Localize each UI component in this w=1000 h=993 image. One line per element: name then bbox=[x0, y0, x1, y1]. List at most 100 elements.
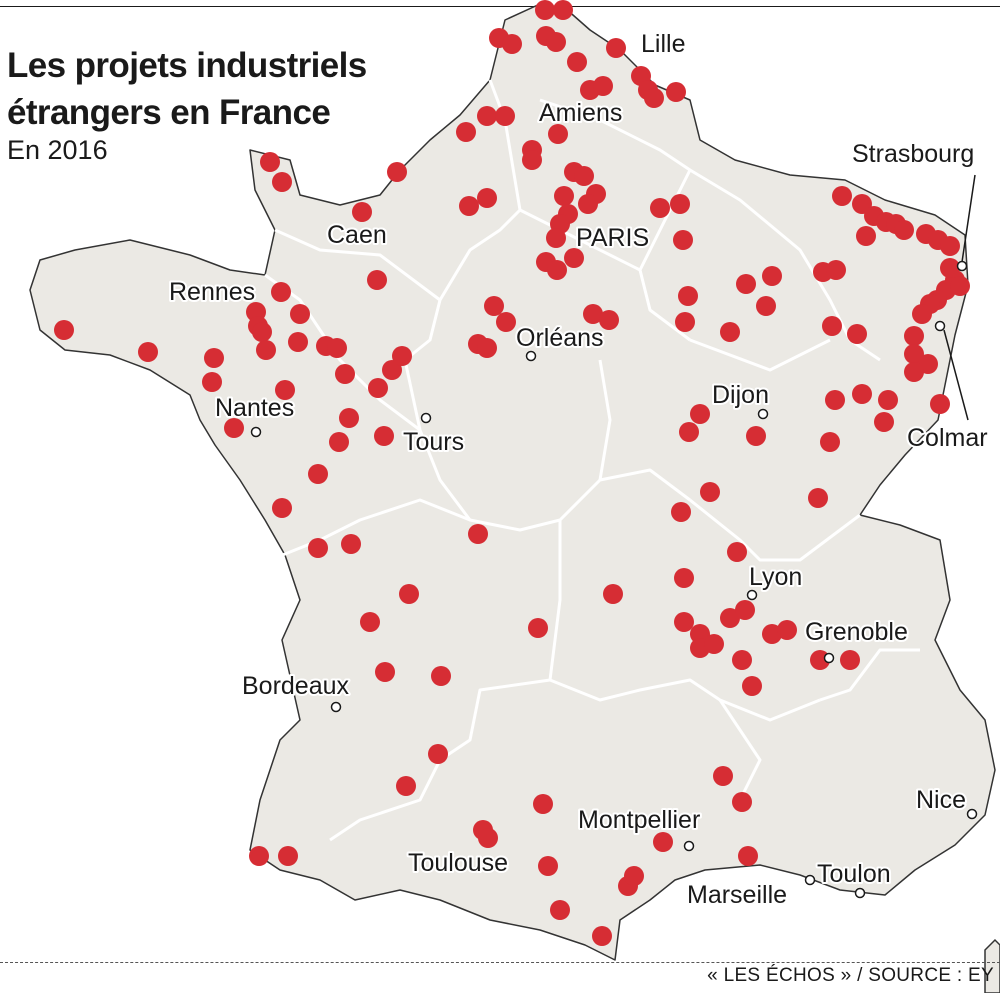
project-marker bbox=[367, 270, 387, 290]
montpellier-dot bbox=[683, 840, 695, 852]
project-marker bbox=[742, 676, 762, 696]
city-label-toulon: Toulon bbox=[817, 860, 891, 888]
region-borders bbox=[264, 79, 920, 842]
project-marker bbox=[735, 600, 755, 620]
city-label-grenoble: Grenoble bbox=[805, 618, 908, 646]
project-marker bbox=[878, 390, 898, 410]
project-marker bbox=[736, 274, 756, 294]
source-credit: « LES ÉCHOS » / SOURCE : EY bbox=[707, 965, 994, 986]
map-subtitle: En 2016 bbox=[7, 135, 108, 165]
project-marker bbox=[272, 172, 292, 192]
project-marker bbox=[678, 286, 698, 306]
project-marker bbox=[477, 106, 497, 126]
project-marker bbox=[468, 524, 488, 544]
project-marker bbox=[256, 340, 276, 360]
project-marker bbox=[574, 166, 594, 186]
project-marker bbox=[308, 538, 328, 558]
project-marker bbox=[852, 384, 872, 404]
project-marker bbox=[547, 260, 567, 280]
nantes-dot bbox=[250, 426, 262, 438]
project-marker bbox=[904, 344, 924, 364]
bottom-rule bbox=[0, 962, 1000, 963]
project-marker bbox=[554, 186, 574, 206]
city-label-bordeaux: Bordeaux bbox=[242, 672, 350, 700]
project-marker bbox=[138, 342, 158, 362]
project-marker bbox=[252, 322, 272, 342]
project-marker bbox=[288, 332, 308, 352]
marseille-dot bbox=[804, 874, 816, 886]
project-marker bbox=[375, 662, 395, 682]
city-label-lille: Lille bbox=[641, 30, 685, 58]
city-label-tours: Tours bbox=[403, 428, 464, 456]
project-marker bbox=[756, 296, 776, 316]
project-marker bbox=[335, 364, 355, 384]
project-marker bbox=[495, 106, 515, 126]
project-marker bbox=[564, 248, 584, 268]
project-marker bbox=[477, 188, 497, 208]
project-marker bbox=[592, 926, 612, 946]
project-marker bbox=[374, 426, 394, 446]
project-marker bbox=[666, 82, 686, 102]
city-labels: Lille Amiens Strasbourg Caen PARIS Renne… bbox=[167, 28, 990, 911]
project-marker bbox=[484, 296, 504, 316]
project-marker bbox=[840, 650, 860, 670]
project-marker bbox=[738, 846, 758, 866]
project-marker bbox=[894, 220, 914, 240]
project-marker bbox=[704, 634, 724, 654]
project-marker bbox=[644, 88, 664, 108]
project-marker bbox=[271, 282, 291, 302]
project-marker bbox=[808, 488, 828, 508]
project-marker bbox=[396, 776, 416, 796]
city-label-caen: Caen bbox=[327, 221, 387, 249]
project-marker bbox=[224, 418, 244, 438]
corsica-edge bbox=[984, 938, 1000, 993]
project-marker bbox=[690, 624, 710, 644]
project-marker bbox=[538, 856, 558, 876]
project-marker bbox=[477, 338, 497, 358]
project-marker bbox=[278, 846, 298, 866]
project-marker bbox=[720, 322, 740, 342]
project-marker bbox=[746, 426, 766, 446]
project-marker bbox=[912, 304, 932, 324]
project-marker bbox=[762, 266, 782, 286]
tours-dot bbox=[420, 412, 432, 424]
bordeaux-dot bbox=[330, 701, 342, 713]
project-marker bbox=[567, 52, 587, 72]
project-marker bbox=[327, 338, 347, 358]
top-rule bbox=[0, 6, 1000, 7]
project-marker bbox=[930, 394, 950, 414]
project-marker bbox=[54, 320, 74, 340]
project-marker bbox=[329, 432, 349, 452]
project-marker bbox=[352, 202, 372, 222]
city-label-nice: Nice bbox=[916, 786, 966, 814]
project-marker bbox=[940, 236, 960, 256]
project-marker bbox=[360, 612, 380, 632]
project-marker bbox=[720, 608, 740, 628]
project-marker bbox=[528, 618, 548, 638]
orleans-dot bbox=[525, 350, 537, 362]
project-marker bbox=[533, 794, 553, 814]
project-marker bbox=[341, 534, 361, 554]
project-marker bbox=[856, 226, 876, 246]
project-marker bbox=[550, 900, 570, 920]
project-marker bbox=[700, 482, 720, 502]
project-marker bbox=[727, 542, 747, 562]
project-marker bbox=[599, 310, 619, 330]
project-marker bbox=[874, 412, 894, 432]
project-marker bbox=[670, 194, 690, 214]
project-marker bbox=[732, 792, 752, 812]
project-marker bbox=[825, 390, 845, 410]
project-marker bbox=[522, 150, 542, 170]
city-label-colmar: Colmar bbox=[907, 424, 988, 452]
project-marker bbox=[674, 612, 694, 632]
nice-dot bbox=[966, 808, 978, 820]
city-label-nantes: Nantes bbox=[215, 394, 294, 422]
project-marker bbox=[820, 432, 840, 452]
project-marker bbox=[204, 348, 224, 368]
project-marker bbox=[496, 312, 516, 332]
project-marker bbox=[308, 464, 328, 484]
project-marker bbox=[456, 122, 476, 142]
project-marker bbox=[583, 304, 603, 324]
city-label-amiens: Amiens bbox=[539, 99, 622, 127]
